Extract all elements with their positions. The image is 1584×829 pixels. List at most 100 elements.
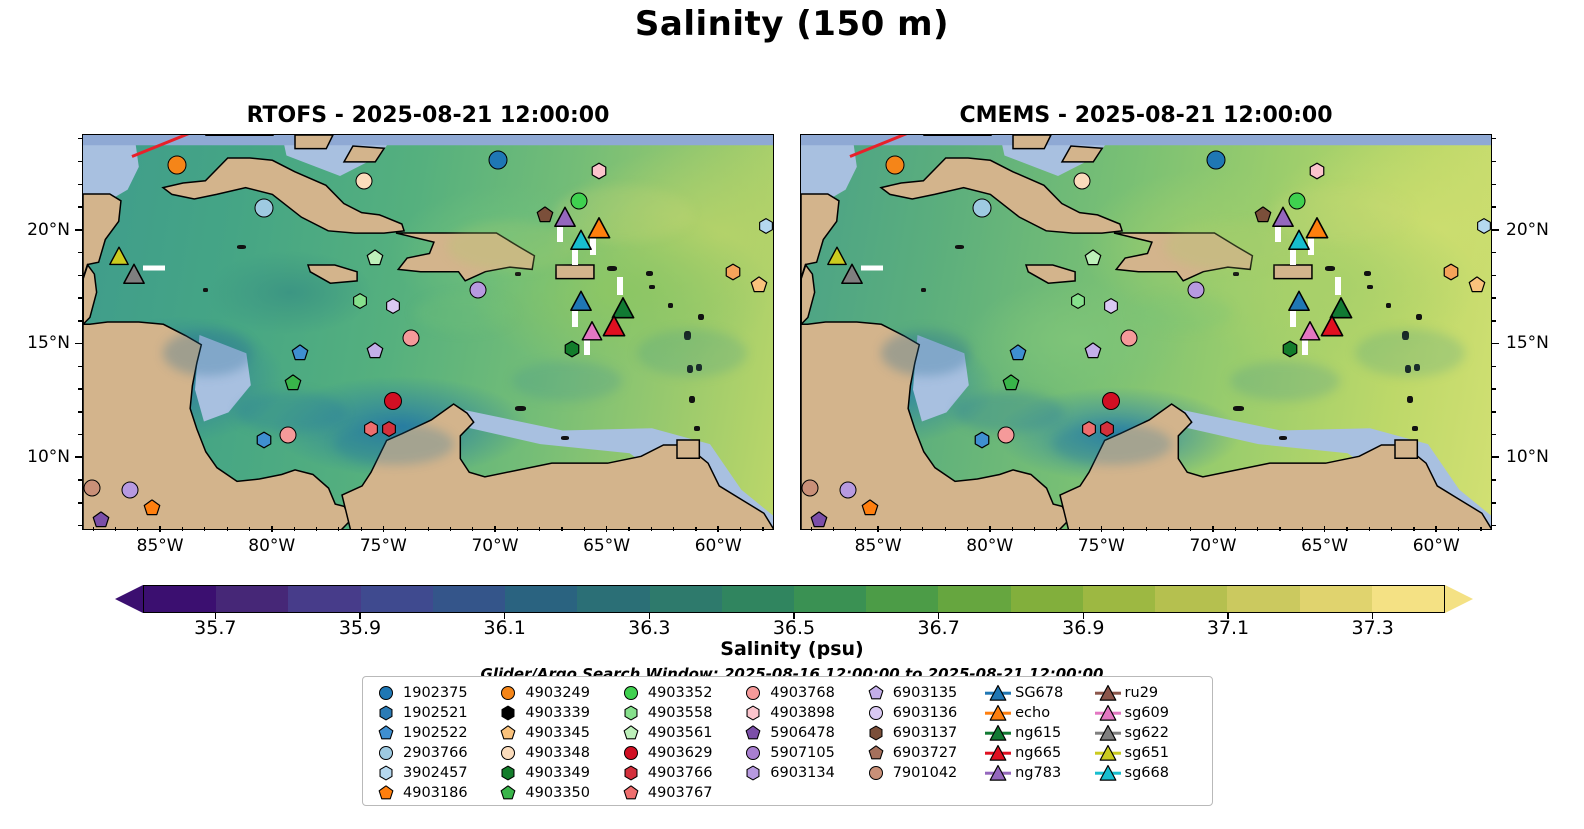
map-marker-4903352[interactable] [570,192,588,210]
legend-item-4903349[interactable]: 4903349 [495,763,617,783]
map-marker-4903349[interactable] [1281,340,1298,358]
legend-item-1902522[interactable]: 1902522 [373,723,495,743]
map-marker-sg651[interactable] [108,246,129,266]
legend-item-sg609[interactable]: sg609 [1094,703,1204,723]
legend-item-2903766[interactable]: 2903766 [373,743,495,763]
legend-item-1902375[interactable]: 1902375 [373,683,495,703]
map-marker-4903768[interactable] [279,426,297,444]
map-marker-4903249[interactable] [885,155,905,175]
map-marker-6903134[interactable] [469,281,487,299]
legend-item-4903345[interactable]: 4903345 [495,723,617,743]
map-marker-1902521[interactable] [255,431,272,449]
map-marker-1902522[interactable] [1009,344,1026,362]
platform-legend[interactable]: 1902375 1902521 1902522 2903766 3902457 49031… [362,676,1213,806]
legend-item-sg668[interactable]: sg668 [1094,763,1204,783]
map-marker-6903134[interactable] [121,481,139,499]
legend-item-ng783[interactable]: ng783 [985,763,1094,783]
map-marker-ng665[interactable] [602,315,626,338]
legend-item-4903558[interactable]: 4903558 [618,703,740,723]
map-marker-4903348[interactable] [1073,172,1091,190]
legend-item-6903727[interactable]: 6903727 [863,743,985,763]
map-marker-sg609[interactable] [1299,320,1321,341]
map-marker-2903766[interactable] [254,198,274,218]
legend-item-4903339[interactable]: 4903339 [495,703,617,723]
legend-item-4903249[interactable]: 4903249 [495,683,617,703]
map-marker-4903345[interactable] [1468,276,1486,294]
map-marker-sg609[interactable] [581,320,603,341]
map-marker-sg622[interactable] [123,263,146,285]
legend-item-ng665[interactable]: ng665 [985,743,1094,763]
legend-item-6903134[interactable]: 6903134 [740,763,862,783]
legend-item-4903352[interactable]: 4903352 [618,683,740,703]
legend-item-4903186[interactable]: 4903186 [373,783,495,803]
legend-item-sg651[interactable]: sg651 [1094,743,1204,763]
map-marker-3902457[interactable] [758,218,773,234]
map-marker-1902521[interactable] [973,431,990,449]
map-marker-echo[interactable] [587,217,611,240]
map-marker-4903249[interactable] [167,155,187,175]
map-marker-4903339[interactable] [1442,263,1459,280]
map-marker-4903768[interactable] [1120,329,1138,347]
map-marker-ng783[interactable] [554,206,577,228]
map-marker-4903558[interactable] [352,293,368,310]
legend-item-6903135[interactable]: 6903135 [863,683,985,703]
map-marker-4903350[interactable] [284,374,302,392]
map-marker-4903768[interactable] [997,426,1015,444]
legend-item-4903767[interactable]: 4903767 [618,783,740,803]
map-marker-6903137[interactable] [536,206,554,223]
legend-item-5907105[interactable]: 5907105 [740,743,862,763]
legend-item-ng615[interactable]: ng615 [985,723,1094,743]
map-marker-1902375[interactable] [1206,150,1226,170]
legend-item-6903137[interactable]: 6903137 [863,723,985,743]
map-marker-2903766[interactable] [972,198,992,218]
map-marker-4903558[interactable] [1070,293,1086,310]
map-marker-4903561[interactable] [1085,249,1102,266]
map-marker-5906478[interactable] [810,511,828,528]
map-marker-ng615[interactable] [1329,296,1353,319]
legend-item-echo[interactable]: echo [985,703,1094,723]
map-marker-4903768[interactable] [402,329,420,347]
legend-item-6903136[interactable]: 6903136 [863,703,985,723]
map-marker-sg622[interactable] [841,263,864,285]
map-marker-7901042[interactable] [83,479,101,497]
legend-item-7901042[interactable]: 7901042 [863,763,985,783]
map-marker-4903349[interactable] [563,340,580,358]
map-marker-sg651[interactable] [826,246,847,266]
legend-item-3902457[interactable]: 3902457 [373,763,495,783]
map-marker-1902522[interactable] [291,344,308,362]
map-marker-4903345[interactable] [750,276,768,294]
map-marker-1902375[interactable] [488,150,508,170]
map-marker-4903350[interactable] [1002,374,1020,392]
map-marker-5906478[interactable] [92,511,110,528]
legend-item-SG678[interactable]: SG678 [985,683,1094,703]
legend-item-5906478[interactable]: 5906478 [740,723,862,743]
legend-item-4903561[interactable]: 4903561 [618,723,740,743]
map-marker-4903898[interactable] [590,162,607,180]
legend-item-4903768[interactable]: 4903768 [740,683,862,703]
map-marker-4903186[interactable] [143,499,161,517]
map-marker-4903766[interactable] [381,420,397,437]
map-marker-4903898[interactable] [1308,162,1325,180]
map-marker-4903186[interactable] [861,499,879,517]
map-marker-ng615[interactable] [611,296,635,319]
map-marker-sg668[interactable] [569,229,592,251]
map-panel-rtofs[interactable] [82,134,774,530]
map-marker-6903135[interactable] [1085,342,1102,360]
map-panel-cmems[interactable] [800,134,1492,530]
map-marker-6903136[interactable] [1103,297,1119,314]
legend-item-4903348[interactable]: 4903348 [495,743,617,763]
map-marker-4903766[interactable] [1099,420,1115,437]
map-marker-6903134[interactable] [839,481,857,499]
map-marker-4903767[interactable] [363,420,379,437]
legend-item-4903898[interactable]: 4903898 [740,703,862,723]
map-marker-6903137[interactable] [1254,206,1272,223]
map-marker-7901042[interactable] [801,479,819,497]
map-marker-6903135[interactable] [367,342,384,360]
map-marker-ng665[interactable] [1320,315,1344,338]
map-marker-SG678[interactable] [1287,290,1310,312]
legend-item-4903766[interactable]: 4903766 [618,763,740,783]
map-marker-3902457[interactable] [1476,218,1491,234]
map-marker-sg668[interactable] [1287,229,1310,251]
map-marker-4903629[interactable] [384,392,403,411]
map-marker-echo[interactable] [1305,217,1329,240]
